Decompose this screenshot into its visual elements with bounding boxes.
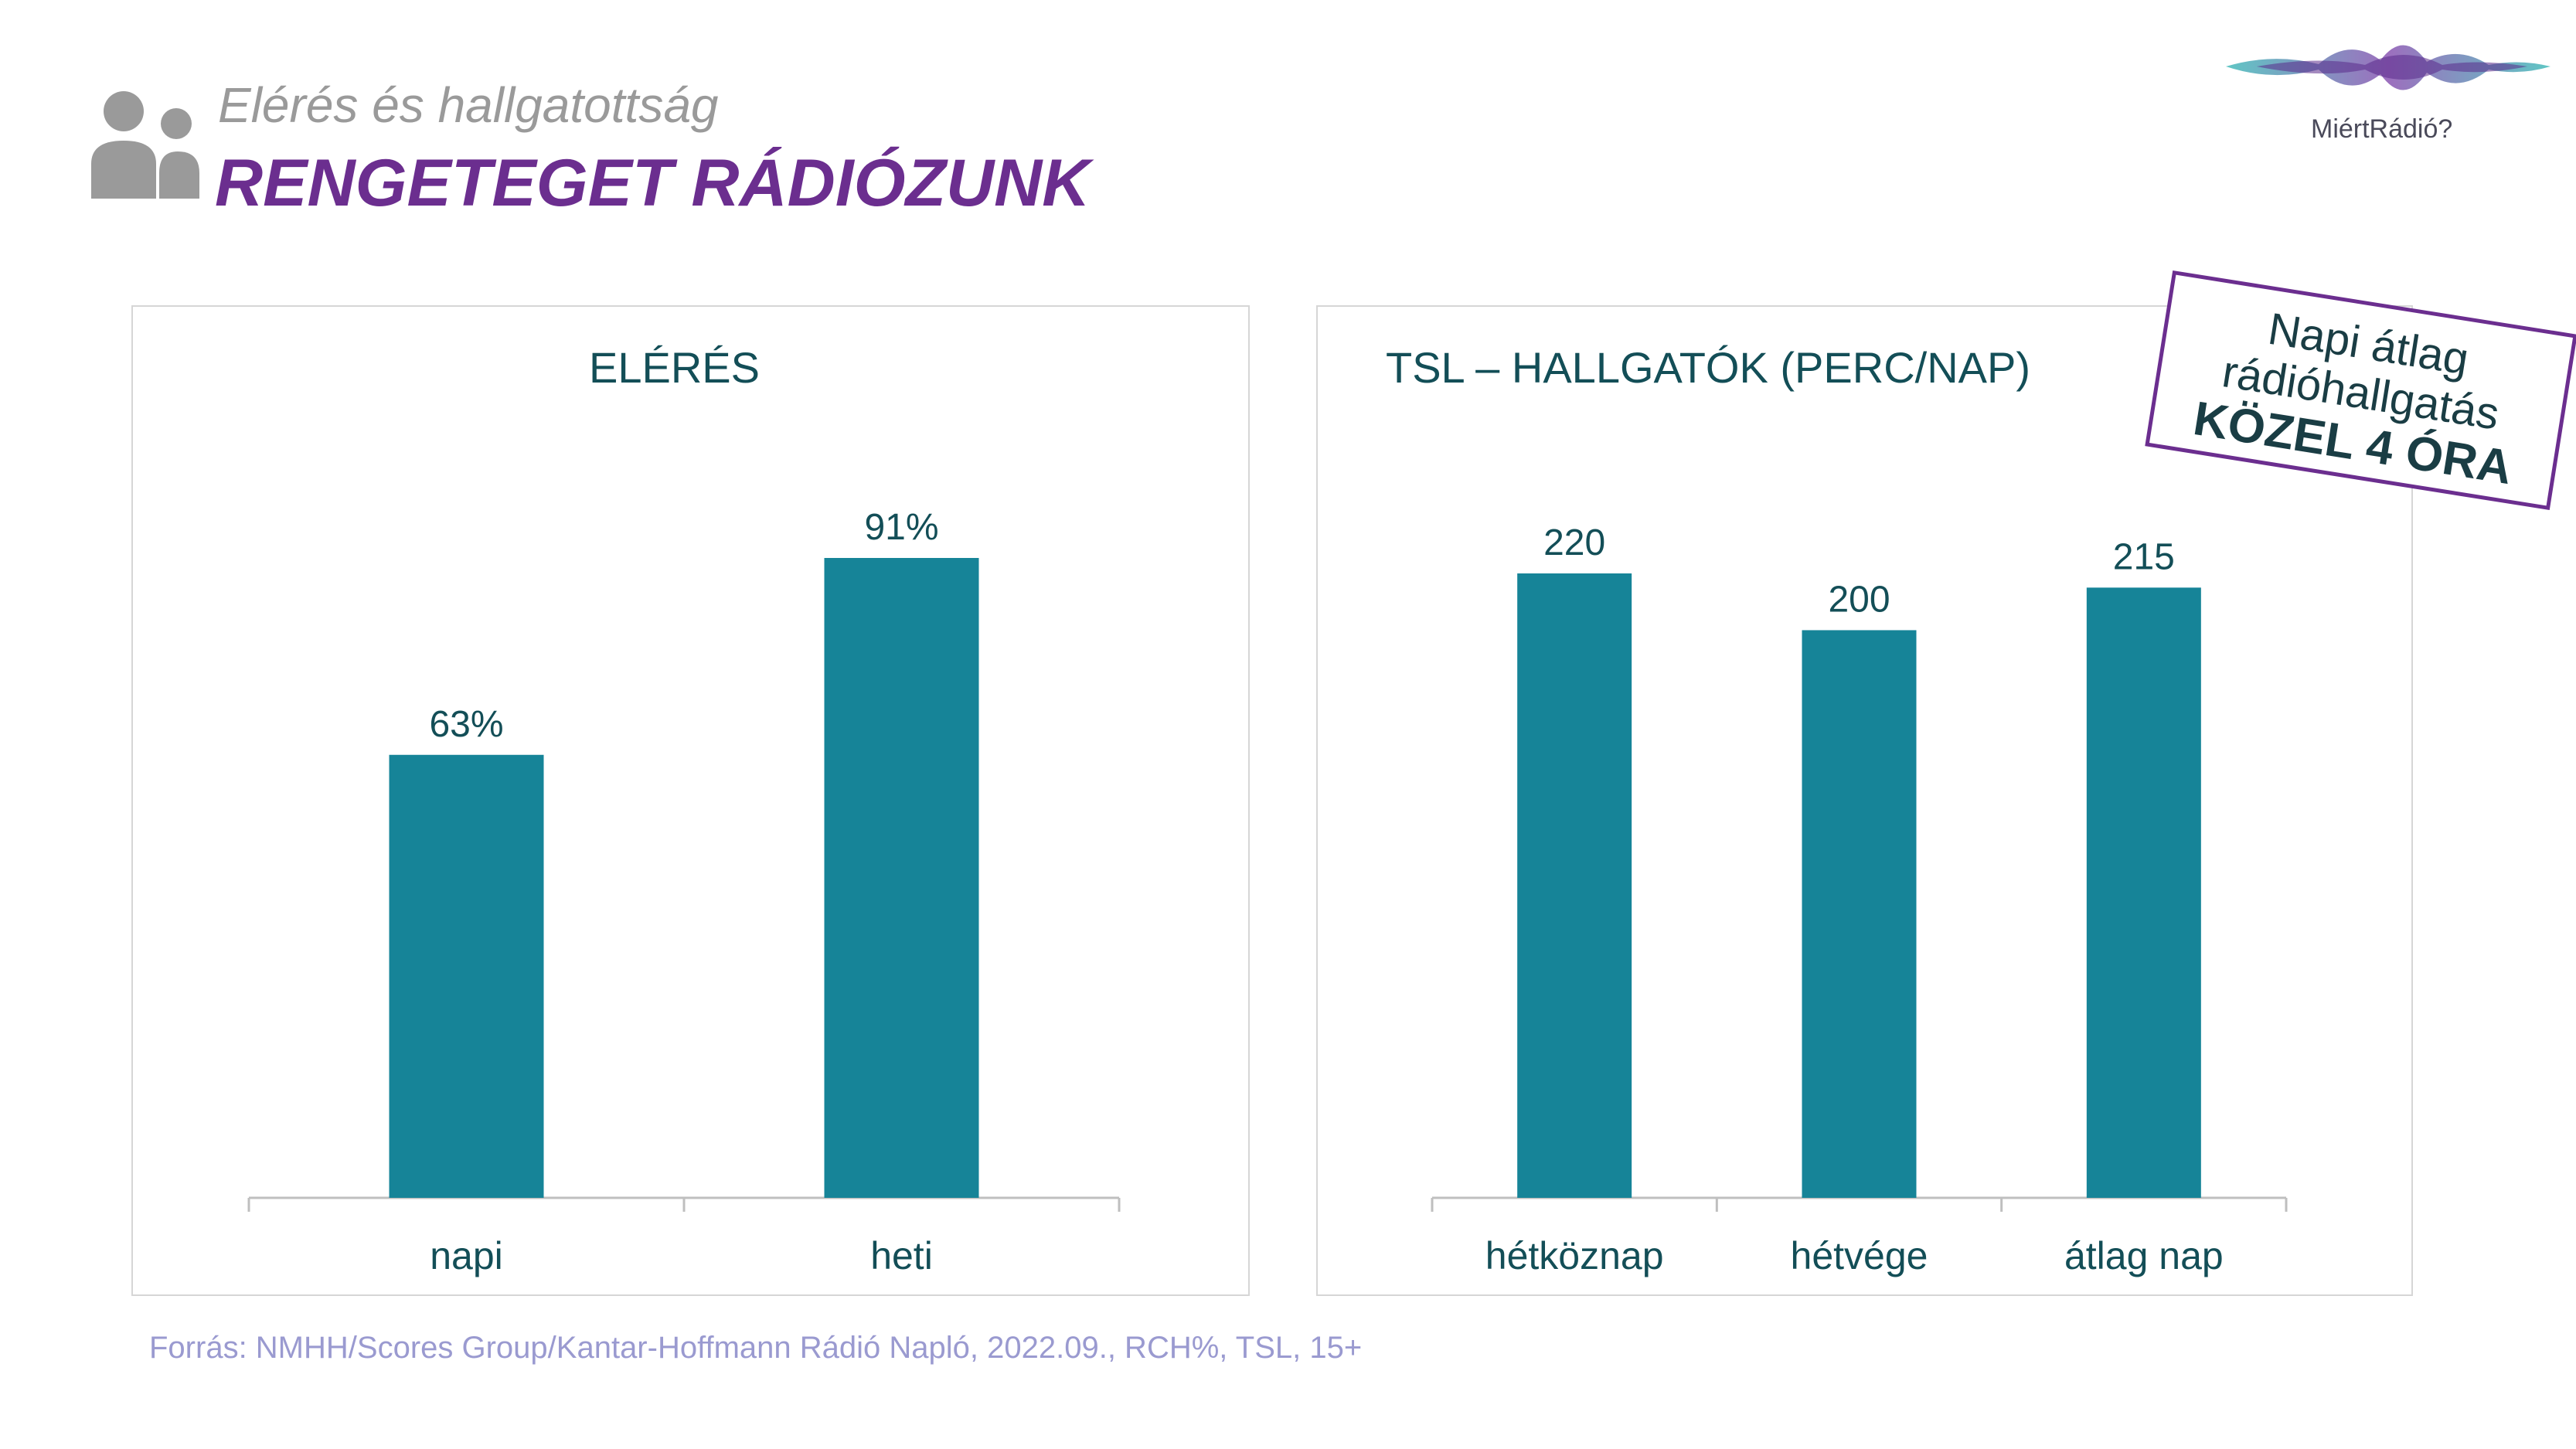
tsl-category-label: hétvége xyxy=(1791,1234,1928,1277)
source-note: Forrás: NMHH/Scores Group/Kantar-Hoffman… xyxy=(149,1331,1363,1365)
soundwave-logo xyxy=(2226,45,2550,90)
tsl-bar xyxy=(1517,573,1632,1198)
page-title: RENGETEGET RÁDIÓZUNK xyxy=(215,146,1091,220)
logo-text: MiértRádió? xyxy=(2311,114,2453,144)
tsl-value-label: 220 xyxy=(1543,522,1605,563)
reach-value-label: 63% xyxy=(429,704,503,745)
reach-value-label: 91% xyxy=(864,507,938,548)
tsl-chart-title: TSL – HALLGATÓK (PERC/NAP) xyxy=(1386,343,2030,392)
reach-bar xyxy=(824,558,979,1198)
people-icon xyxy=(91,91,199,199)
tsl-bar xyxy=(2086,587,2201,1198)
tsl-bar xyxy=(1802,630,1917,1198)
reach-category-label: heti xyxy=(870,1234,933,1277)
page-subtitle: Elérés és hallgatottság xyxy=(218,77,719,133)
tsl-category-label: hétköznap xyxy=(1485,1234,1664,1277)
reach-category-label: napi xyxy=(430,1234,503,1277)
reach-bar xyxy=(389,754,544,1198)
reach-chart-panel xyxy=(131,305,1250,1296)
reach-chart-title: ELÉRÉS xyxy=(589,343,760,392)
tsl-value-label: 200 xyxy=(1828,579,1890,620)
tsl-value-label: 215 xyxy=(2113,536,2175,577)
tsl-category-label: átlag nap xyxy=(2064,1234,2224,1277)
